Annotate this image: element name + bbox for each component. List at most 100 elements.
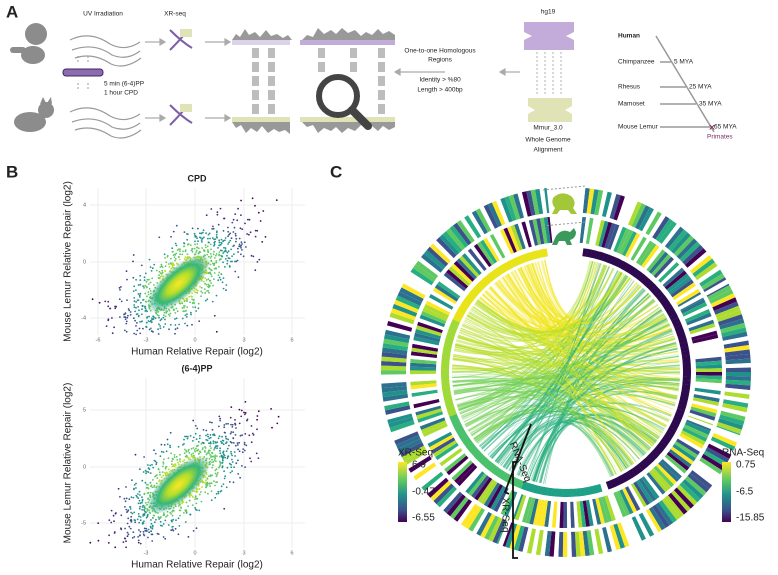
scatter-dot xyxy=(204,277,206,279)
scatter-dot xyxy=(147,484,149,486)
scatter-dot xyxy=(161,264,163,266)
scatter-dot xyxy=(150,320,152,322)
scatter-dot xyxy=(227,456,229,458)
scatter-dot xyxy=(150,527,152,529)
scatter-dot xyxy=(201,233,203,235)
scatter-dot xyxy=(233,219,235,221)
scatter-dot xyxy=(225,237,227,239)
scatter-dot xyxy=(141,320,143,322)
scatter-dot xyxy=(162,466,164,468)
ring-bar xyxy=(552,502,558,528)
scatter-dot xyxy=(192,420,194,422)
ring-bar xyxy=(563,502,567,528)
scatter-dot xyxy=(198,303,200,305)
scatter-dot xyxy=(257,261,259,263)
scatter-dot xyxy=(193,437,195,439)
scatter-dot xyxy=(210,208,212,210)
scatter-dot xyxy=(241,241,243,243)
scatter-dot xyxy=(183,439,185,441)
scatter-dot xyxy=(220,242,222,244)
scatter-dot xyxy=(109,308,111,310)
scatter-dot xyxy=(152,479,154,481)
scatter-dot xyxy=(177,327,179,329)
scatter-dot xyxy=(197,290,199,292)
divergence-label: 35 MYA xyxy=(699,101,722,108)
scatter-dot xyxy=(227,231,229,233)
scatter-dot xyxy=(227,423,229,425)
scatter-dot xyxy=(174,333,176,335)
scatter-dot xyxy=(194,507,196,509)
scatter-dot xyxy=(121,301,123,303)
scatter-dot xyxy=(230,451,232,453)
scatter-dot xyxy=(212,237,214,239)
scatter-dot xyxy=(158,323,160,325)
scatter-dot xyxy=(231,237,233,239)
scatter-dot xyxy=(223,230,225,232)
legend-title: XR-Seq xyxy=(398,448,433,459)
scatter-dot xyxy=(278,416,280,418)
scatter-plots: CPD-6-303640-4Human Relative Repair (log… xyxy=(63,173,305,570)
scatter-dot xyxy=(160,521,162,523)
legend-title: RNA-Seq xyxy=(722,448,764,459)
scatter-dot xyxy=(258,457,260,459)
scatter-dot xyxy=(210,447,212,449)
panel-b: B CPD-6-303640-4Human Relative Repair (l… xyxy=(6,162,305,570)
scatter-dot xyxy=(215,262,217,264)
scatter-dot xyxy=(221,256,223,258)
scatter-dot xyxy=(210,282,212,284)
scatter-dot xyxy=(131,479,133,481)
scatter-dot xyxy=(134,306,136,308)
scatter-dot xyxy=(151,317,153,319)
scatter-dot xyxy=(235,445,237,447)
method-text: Whole Genome xyxy=(525,137,571,144)
scatter-dot xyxy=(165,265,167,267)
scatter-dot xyxy=(115,306,117,308)
scatter-dot xyxy=(184,231,186,233)
scatter-dot xyxy=(172,458,174,460)
scatter-dot xyxy=(218,416,220,418)
scatter-dot xyxy=(135,487,137,489)
scatter-dot xyxy=(196,292,198,294)
scatter-dot xyxy=(168,457,170,459)
scatter-dot xyxy=(233,481,235,483)
scatter-dot xyxy=(153,316,155,318)
scatter-dot xyxy=(151,534,153,536)
scatter-dot xyxy=(197,449,199,451)
scatter-dot xyxy=(213,449,215,451)
scatter-dot xyxy=(224,251,226,253)
scatter-dot xyxy=(230,424,232,426)
scatter-dot xyxy=(188,457,190,459)
scatter-dot xyxy=(168,469,170,471)
scatter-dot xyxy=(233,466,235,468)
scatter-dot xyxy=(138,309,140,311)
scatter-dot xyxy=(211,467,213,469)
scatter-dot xyxy=(126,317,128,319)
scatter-dot xyxy=(208,452,210,454)
scatter-dot xyxy=(212,453,214,455)
scatter-dot xyxy=(241,465,243,467)
scatter-dot xyxy=(217,279,219,281)
scatter-dot xyxy=(140,302,142,304)
scatter-dot xyxy=(219,420,221,422)
scatter-dot xyxy=(213,253,215,255)
scatter-dot xyxy=(169,446,171,448)
scatter-dot xyxy=(179,253,181,255)
scatter-dot xyxy=(210,244,212,246)
ring-bar xyxy=(696,368,722,372)
scatter-dot xyxy=(179,458,181,460)
scatter-dot xyxy=(170,236,172,238)
scatter-dot xyxy=(214,455,216,457)
scatter-dot xyxy=(143,535,145,537)
scatter-dot xyxy=(202,447,204,449)
scatter-dot xyxy=(125,546,127,548)
scatter-dot xyxy=(180,510,182,512)
scatter-dot xyxy=(137,493,139,495)
scatter-dot xyxy=(224,455,226,457)
scatter-dot xyxy=(125,486,127,488)
scatter-dot xyxy=(127,523,129,525)
scatter-dot xyxy=(200,443,202,445)
scatter-dot xyxy=(163,458,165,460)
scatter-dot xyxy=(145,326,147,328)
scatter-dot xyxy=(214,241,216,243)
scatter-dot xyxy=(204,491,206,493)
